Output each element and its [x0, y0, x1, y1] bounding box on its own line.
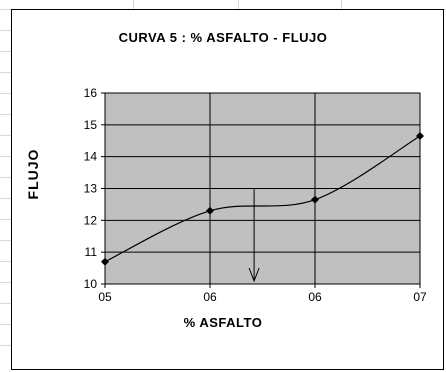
y-tick-label: 11	[85, 245, 98, 259]
x-tick-label: 05	[98, 290, 112, 304]
series-line	[104, 135, 421, 263]
y-tick-label: 16	[84, 86, 98, 100]
x-axis-label: % ASFALTO	[183, 315, 263, 330]
x-tick-label: 07	[413, 290, 427, 304]
data-point	[416, 131, 424, 140]
data-point	[311, 195, 319, 204]
annotation-arrow-head	[248, 267, 260, 283]
data-point	[101, 257, 109, 266]
data-point	[206, 206, 214, 215]
y-tick-label: 14	[84, 150, 98, 164]
chart-title: CURVA 5 : % ASFALTO - FLUJO	[118, 30, 328, 45]
y-tick-label: 10	[84, 277, 98, 291]
y-tick-label: 15	[84, 118, 98, 132]
y-tick-label: 13	[84, 182, 98, 196]
y-tick-label: 12	[84, 213, 98, 227]
x-tick-label: 06	[308, 290, 322, 304]
x-tick-label: 06	[203, 290, 217, 304]
